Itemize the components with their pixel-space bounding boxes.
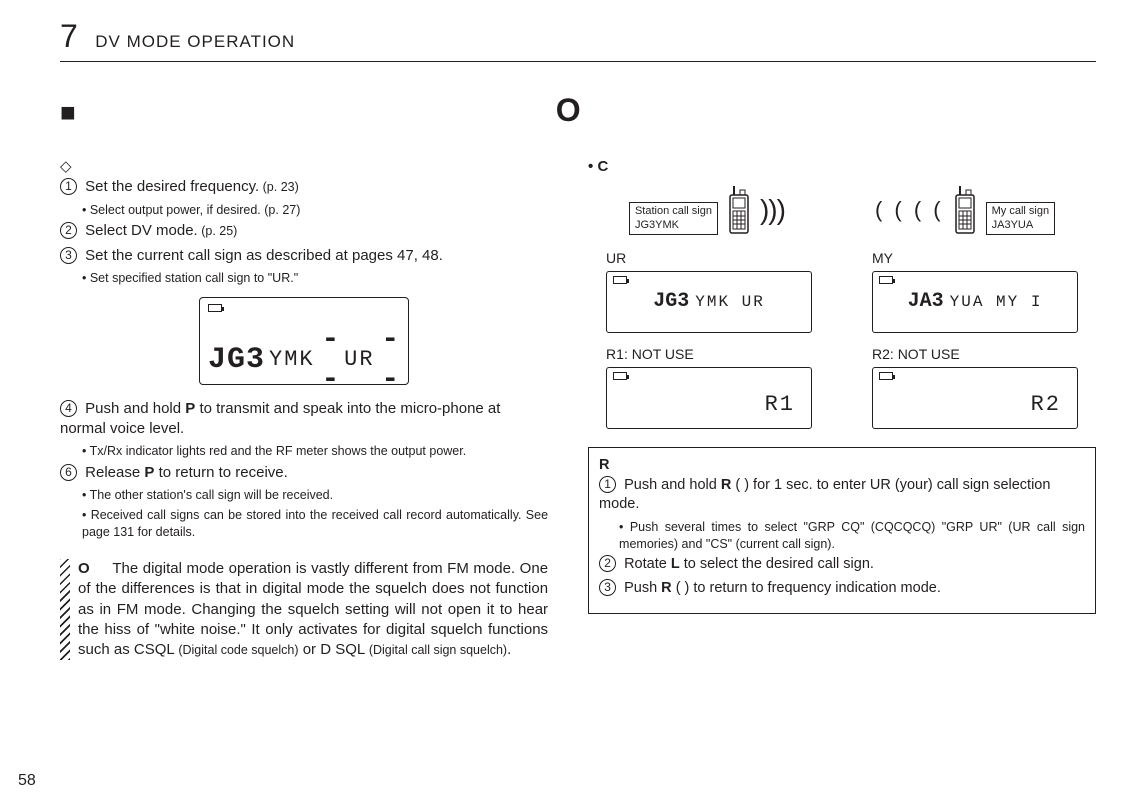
step1-sub: • Select output power, if desired. (p. 2… (82, 202, 548, 219)
step-4: 4 Push and hold P to transmit and speak … (60, 399, 548, 440)
radio-left-icon (724, 185, 754, 235)
left-column: ◇ 1 Set the desired frequency. (p. 23) •… (60, 157, 548, 660)
box-s2-post: to select the desired call sign. (684, 556, 874, 572)
step3-text: Set the current call sign as described a… (85, 247, 443, 264)
note-end: . (507, 641, 511, 658)
box-s2-pre: Rotate (624, 556, 671, 572)
page-number: 58 (18, 772, 36, 790)
rx-waves-icon: ( ( ( ( (875, 195, 944, 225)
lcd-callsign-bold: JG3 (208, 340, 265, 381)
step1-ref: (p. 23) (259, 180, 299, 194)
diamond-marker: ◇ (60, 157, 548, 177)
note-lead: O (78, 560, 90, 577)
box-circled-1: 1 (599, 476, 616, 493)
step1-text: Set the desired frequency. (85, 178, 259, 195)
circled-2: 2 (60, 222, 77, 239)
chapter-number: 7 (60, 18, 77, 54)
lcd-r1-label: R1: NOT USE (606, 345, 812, 364)
section-heading: ■ O (60, 92, 1096, 129)
step2-text: Select DV mode. (85, 222, 198, 239)
box-circled-3: 3 (599, 579, 616, 596)
step6-sub1: • The other station's call sign will be … (82, 487, 548, 504)
step-2: 2 Select DV mode. (p. 25) (60, 221, 548, 241)
box-s2-key: L (671, 556, 680, 572)
lcd-grid: UR JG3 YMK UR MY JA3 YUA MY I R1: NOT USE (606, 249, 1078, 429)
tx-waves-icon: ))) (760, 191, 785, 229)
section-letter: O (556, 92, 581, 129)
step6-sub2: • Received call signs can be stored into… (82, 507, 548, 541)
bullet-c: • C (588, 157, 1096, 177)
right-column: • C Station call sign JG3YMK (588, 157, 1096, 660)
lcd-callsign-thin: YMK (269, 345, 315, 375)
step4-pre: Push and hold (85, 400, 185, 417)
radio-right-icon (950, 185, 980, 235)
lcd-r1-cell: R1: NOT USE R1 (606, 345, 812, 429)
lcd-my-cell: MY JA3 YUA MY I (872, 249, 1078, 333)
note-mid: or D SQL (299, 641, 369, 658)
note-paren1: (Digital code squelch) (178, 643, 298, 657)
step-1: 1 Set the desired frequency. (p. 23) (60, 177, 548, 197)
step4-sub: • Tx/Rx indicator lights red and the RF … (82, 443, 548, 460)
step3-sub: • Set specified station call sign to "UR… (82, 270, 548, 287)
station-label: Station call sign JG3YMK (629, 202, 718, 236)
my-bold: JA3 (908, 290, 944, 313)
box-s3-post: ( ) to return to frequency indication mo… (676, 580, 941, 596)
box-s3-key: R (661, 580, 671, 596)
box-s1-key: R (721, 477, 731, 493)
step-3: 3 Set the current call sign as described… (60, 246, 548, 266)
lcd-dash-left: -- (319, 320, 340, 401)
my-thin: YUA MY I (950, 293, 1043, 311)
lcd-ur-label: UR (606, 249, 812, 268)
circled-1: 1 (60, 178, 77, 195)
r2-text: R2 (879, 390, 1071, 420)
note-paren2: (Digital call sign squelch) (369, 643, 507, 657)
battery-icon (208, 304, 222, 312)
box-circled-2: 2 (599, 555, 616, 572)
box-s1-pre: Push and hold (624, 477, 721, 493)
battery-icon (879, 276, 893, 284)
lcd-ur: UR (344, 345, 374, 375)
r1-text: R1 (613, 390, 805, 420)
section-marker: ■ (60, 99, 76, 125)
lcd-main-display: JG3 YMK -- UR -- (199, 297, 409, 385)
note-box: O The digital mode operation is vastly d… (60, 559, 548, 660)
ur-thin: YMK UR (695, 293, 765, 311)
box-s1-sub: • Push several times to select "GRP CQ" … (619, 519, 1085, 553)
battery-icon (879, 372, 893, 380)
my-label: My call sign JA3YUA (986, 202, 1055, 236)
circled-6: 6 (60, 464, 77, 481)
circled-4: 4 (60, 400, 77, 417)
step6-key: P (144, 464, 154, 481)
battery-icon (613, 372, 627, 380)
box-s3-pre: Push (624, 580, 661, 596)
lcd-r2-label: R2: NOT USE (872, 345, 1078, 364)
lcd-ur-cell: UR JG3 YMK UR (606, 249, 812, 333)
chapter-header: 7 DV MODE OPERATION (60, 18, 1096, 62)
step-6: 6 Release P to return to receive. (60, 463, 548, 483)
battery-icon (613, 276, 627, 284)
ur-bold: JG3 (653, 290, 689, 313)
step6-post: to return to receive. (159, 464, 288, 481)
lcd-r2-cell: R2: NOT USE R2 (872, 345, 1078, 429)
radio-illustration: Station call sign JG3YMK ))) (588, 185, 1096, 235)
step2-ref: (p. 25) (198, 224, 238, 238)
step4-key: P (185, 400, 195, 417)
lcd-dash-right: -- (379, 320, 400, 401)
step6-pre: Release (85, 464, 144, 481)
hatch-border (60, 559, 70, 660)
lcd-my-label: MY (872, 249, 1078, 268)
circled-3: 3 (60, 247, 77, 264)
box-header: R (599, 457, 609, 473)
chapter-title: DV MODE OPERATION (95, 32, 295, 51)
instruction-box: R 1 Push and hold R ( ) for 1 sec. to en… (588, 447, 1096, 614)
